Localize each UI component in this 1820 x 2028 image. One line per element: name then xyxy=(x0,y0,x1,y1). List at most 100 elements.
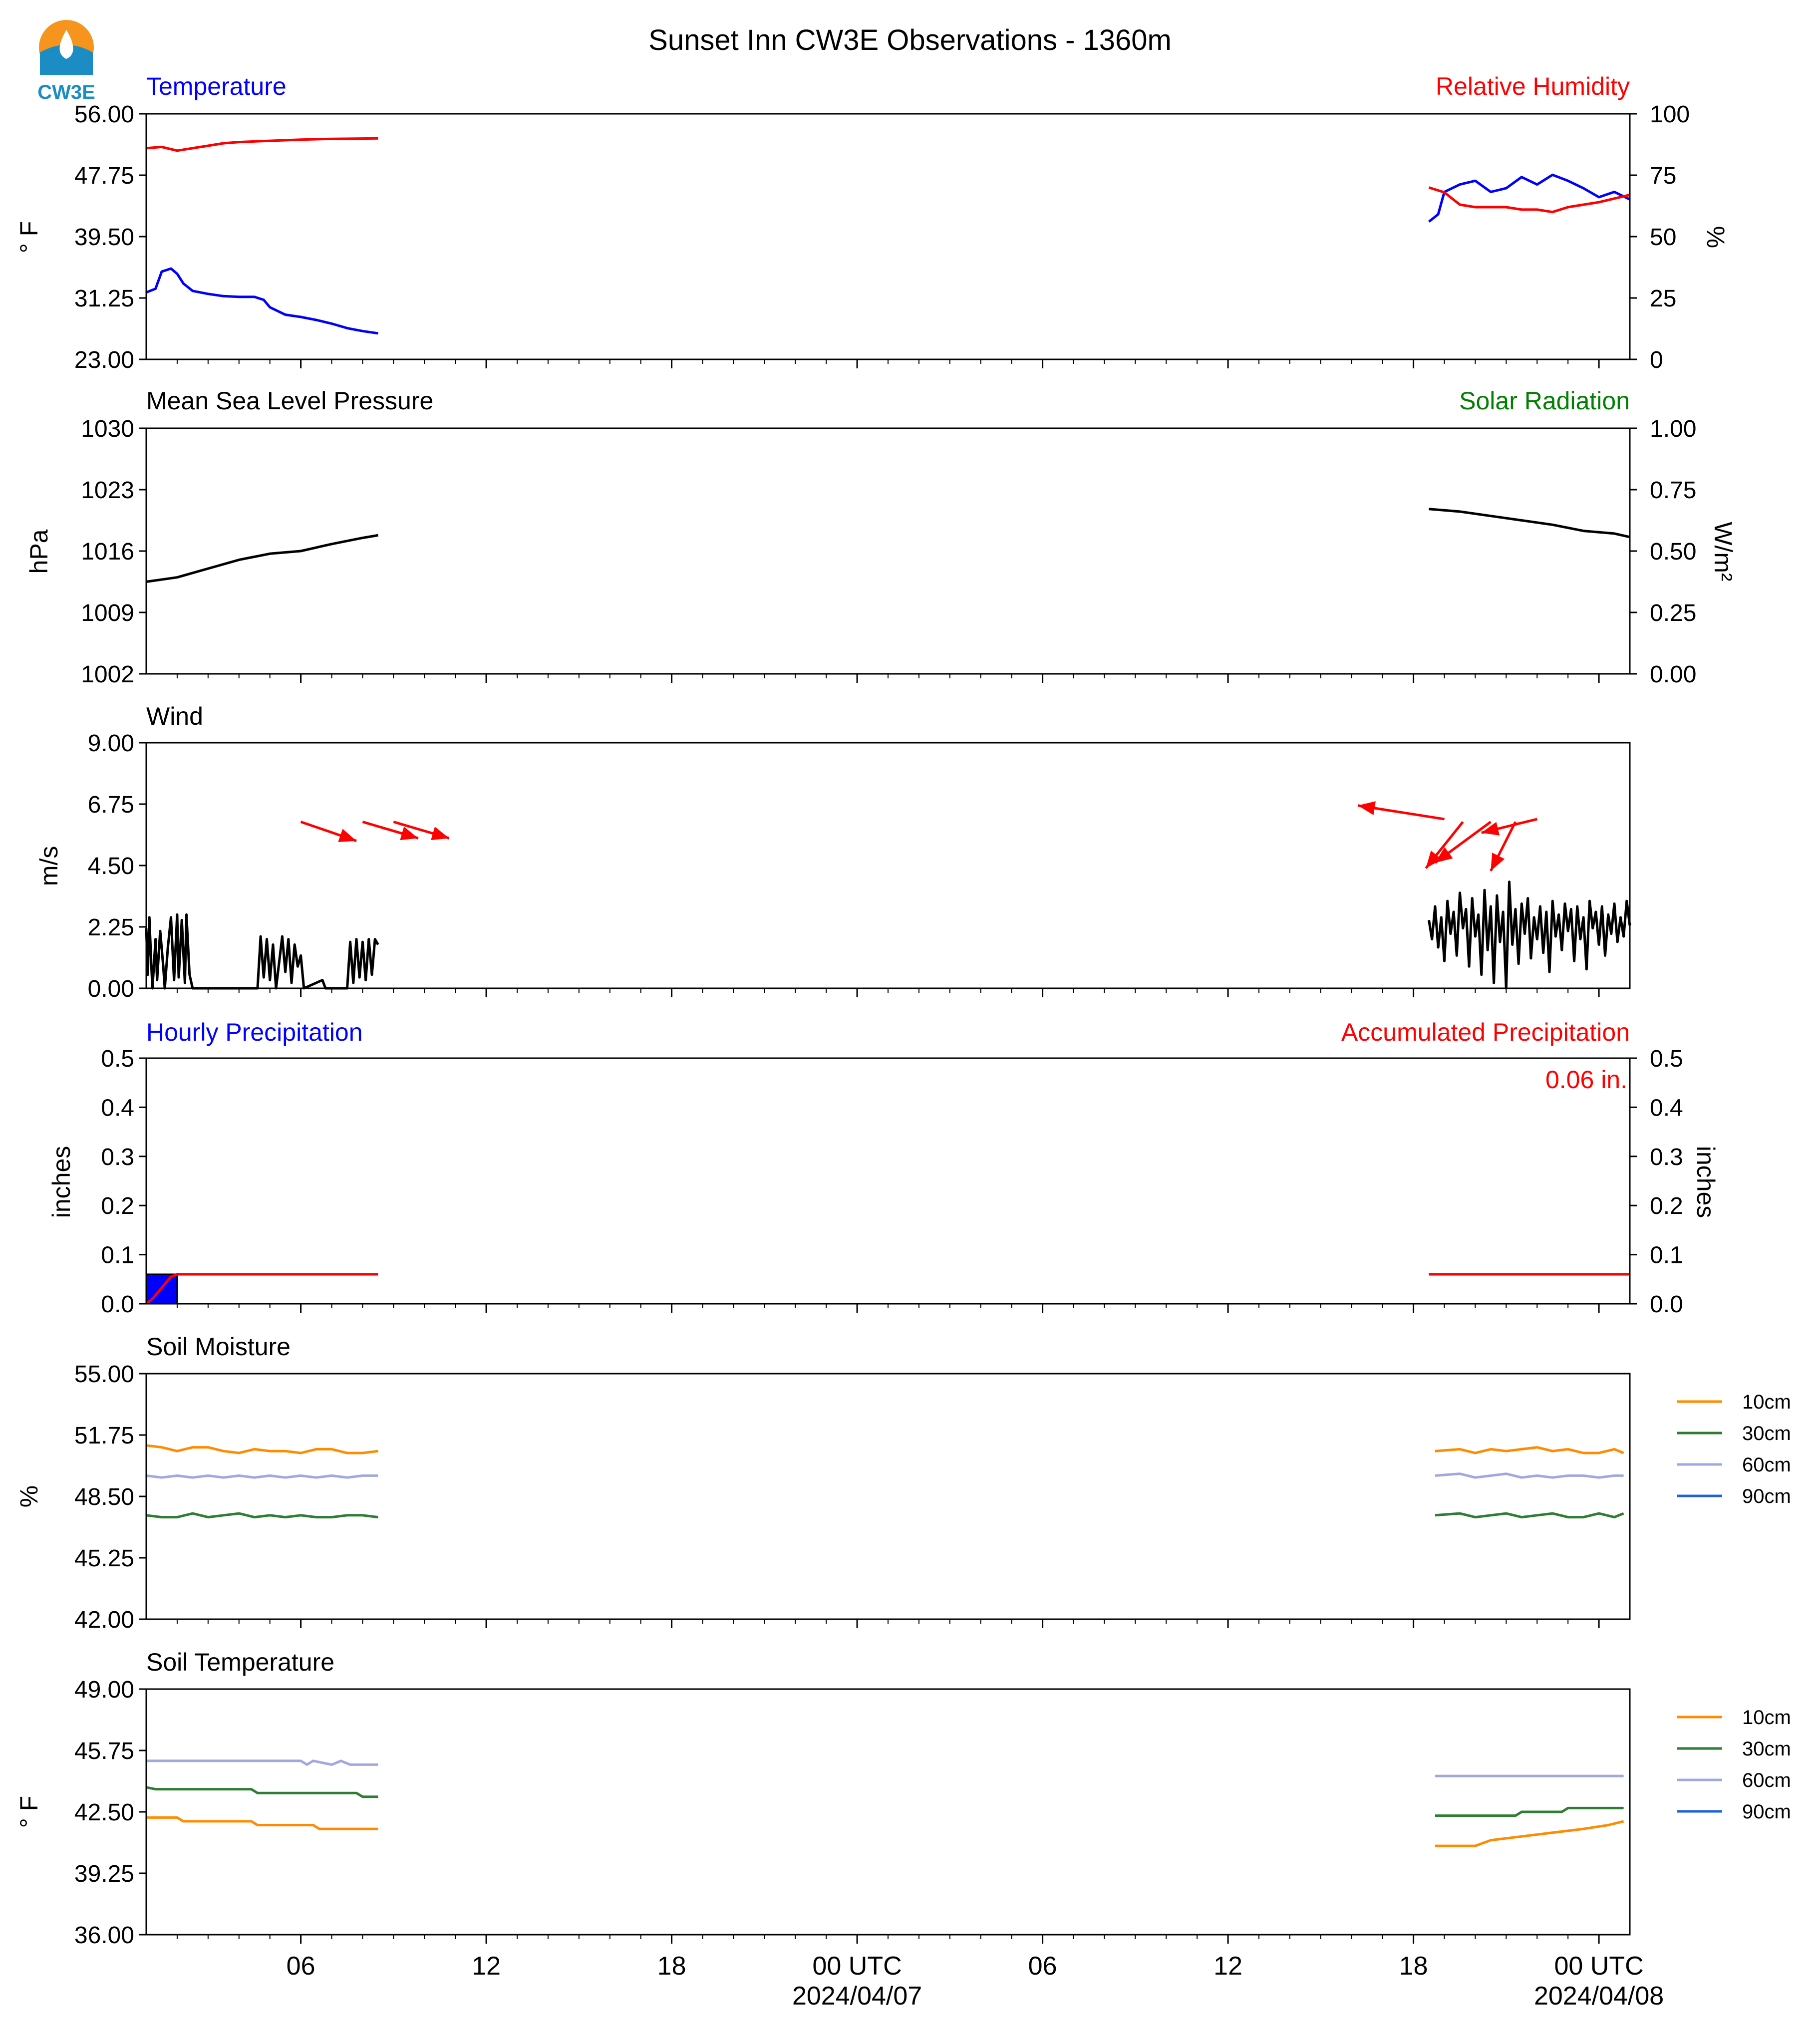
series-line-relative-humidity xyxy=(146,137,378,152)
wind-arrow-head-icon xyxy=(1435,847,1453,863)
accum-precip-title: Accumulated Precipitation xyxy=(1341,1018,1630,1046)
right-tick-label: 0.0 xyxy=(1650,1291,1683,1318)
x-date-label: 2024/04/07 xyxy=(792,1982,922,2011)
legend-label: 60cm xyxy=(1742,1454,1791,1476)
soil-temperature-panel: Soil Temperature ° F 49.00 45.75 42.50 39.2… xyxy=(15,1648,1791,1949)
series-line-10cm xyxy=(146,1444,378,1454)
wind-ylabel: m/s xyxy=(35,846,63,886)
wind-arrow-head-icon xyxy=(431,827,449,841)
precip-right-ylabel: inches xyxy=(1692,1146,1720,1218)
left-tick-label: 1009 xyxy=(81,600,134,626)
left-tick-label: 1030 xyxy=(81,416,134,442)
right-tick-label: 0.50 xyxy=(1650,539,1696,565)
legend-label: 30cm xyxy=(1742,1738,1791,1760)
left-tick-label: 42.50 xyxy=(74,1799,134,1826)
right-tick-label: 0.75 xyxy=(1650,477,1696,504)
wind-arrow-head-icon xyxy=(1426,851,1442,869)
left-tick-label: 2.25 xyxy=(88,914,134,941)
right-tick-label: 25 xyxy=(1650,286,1676,312)
left-tick-label: 6.75 xyxy=(88,792,134,818)
wind-plot-frame xyxy=(145,742,1631,989)
legend-label: 60cm xyxy=(1742,1769,1791,1791)
left-tick-label: 42.00 xyxy=(74,1607,134,1633)
left-tick-label: 45.75 xyxy=(74,1738,134,1764)
right-tick-label: 0.00 xyxy=(1650,661,1696,688)
series-line-30cm xyxy=(1435,1806,1624,1817)
series-line-60cm xyxy=(146,1474,378,1479)
series-line-relative-humidity xyxy=(1428,186,1630,214)
series-line-30cm xyxy=(146,1512,378,1519)
right-tick-label: 0.3 xyxy=(1650,1144,1683,1170)
left-tick-label: 39.50 xyxy=(74,224,134,251)
series-line-10cm xyxy=(1435,1446,1624,1454)
left-tick-label: 0.00 xyxy=(88,976,134,1002)
left-tick-label: 0.1 xyxy=(101,1242,134,1269)
series-line-60cm xyxy=(1435,1472,1624,1479)
right-tick-label: 0 xyxy=(1650,347,1663,373)
temperature-title: Temperature xyxy=(146,72,287,100)
right-tick-label: 1.00 xyxy=(1650,416,1696,442)
soil-temperature-title: Soil Temperature xyxy=(146,1648,334,1676)
right-tick-label: 75 xyxy=(1650,163,1676,189)
left-tick-label: 56.00 xyxy=(74,101,134,128)
wind-arrow-head-icon xyxy=(1358,801,1376,815)
x-tick-label: 06 xyxy=(287,1952,315,1981)
series-line-mean-sea-level-pressure xyxy=(1429,508,1630,539)
legend-label: 10cm xyxy=(1742,1391,1791,1413)
left-tick-label: 0.4 xyxy=(101,1095,134,1121)
x-tick-label: 12 xyxy=(472,1952,501,1981)
x-tick-label: 06 xyxy=(1028,1952,1057,1981)
x-tick-label: 00 UTC xyxy=(813,1952,902,1981)
series-line-temperature xyxy=(146,267,378,335)
left-tick-label: 55.00 xyxy=(74,1361,134,1388)
logo-text: CW3E xyxy=(37,81,95,103)
precipitation-panel: Hourly Precipitation Accumulated Precipi… xyxy=(47,1018,1720,1318)
left-tick-label: 1002 xyxy=(81,661,134,688)
left-tick-label: 9.00 xyxy=(88,730,134,757)
pressure-ylabel: hPa xyxy=(25,529,53,574)
cw3e-logo: CW3E xyxy=(37,20,95,103)
right-tick-label: 50 xyxy=(1650,224,1676,251)
legend-label: 10cm xyxy=(1742,1707,1791,1729)
right-tick-label: 100 xyxy=(1650,101,1690,128)
left-tick-label: 49.00 xyxy=(74,1677,134,1703)
left-tick-label: 0.5 xyxy=(101,1046,134,1072)
logo-drop-icon xyxy=(59,30,73,59)
temperature-ylabel: ° F xyxy=(15,221,43,253)
legend-label: 90cm xyxy=(1742,1485,1791,1507)
x-tick-label: 00 UTC xyxy=(1554,1952,1644,1981)
left-tick-label: 45.25 xyxy=(74,1545,134,1572)
left-tick-label: 0.3 xyxy=(101,1144,134,1170)
x-tick-label: 12 xyxy=(1213,1952,1242,1981)
series-line-60cm xyxy=(146,1759,378,1766)
right-tick-label: 0.4 xyxy=(1650,1095,1683,1121)
right-tick-label: 0.2 xyxy=(1650,1193,1683,1219)
humidity-ylabel: % xyxy=(1702,226,1730,248)
wind-panel: Wind m/s 9.00 6.75 4.50 2.25 0.00 xyxy=(35,702,1631,1002)
solar-ylabel: W/m² xyxy=(1709,522,1737,581)
wind-arrow-head-icon xyxy=(338,829,357,842)
relative-humidity-title: Relative Humidity xyxy=(1436,72,1630,100)
series-line-wind xyxy=(1428,880,1631,990)
x-tick-label: 18 xyxy=(1399,1952,1428,1981)
temperature-panel: Temperature Relative Humidity ° F % 56.0… xyxy=(15,72,1730,373)
legend-label: 90cm xyxy=(1742,1801,1791,1823)
series-line-10cm xyxy=(1435,1820,1624,1847)
precip-plot-frame xyxy=(145,1057,1631,1305)
precip-left-ylabel: inches xyxy=(47,1146,75,1218)
series-line-10cm xyxy=(146,1816,378,1830)
x-tick-label: 18 xyxy=(657,1952,686,1981)
series-line-temperature xyxy=(1428,173,1631,223)
solar-radiation-title: Solar Radiation xyxy=(1459,387,1630,415)
soil-moisture-panel: Soil Moisture % 55.00 51.75 48.50 45.25 42.0… xyxy=(15,1333,1791,1633)
left-tick-label: 36.00 xyxy=(74,1922,134,1949)
left-tick-label: 39.25 xyxy=(74,1861,134,1887)
temperature-plot-frame xyxy=(145,113,1631,360)
soil-moisture-ylabel: % xyxy=(15,1485,43,1507)
precip-total-label: 0.06 in. xyxy=(1545,1066,1627,1094)
soil-temperature-ylabel: ° F xyxy=(15,1796,43,1828)
left-tick-label: 1016 xyxy=(81,539,134,565)
series-line-30cm xyxy=(146,1786,378,1798)
series-line-mean-sea-level-pressure xyxy=(146,534,378,583)
